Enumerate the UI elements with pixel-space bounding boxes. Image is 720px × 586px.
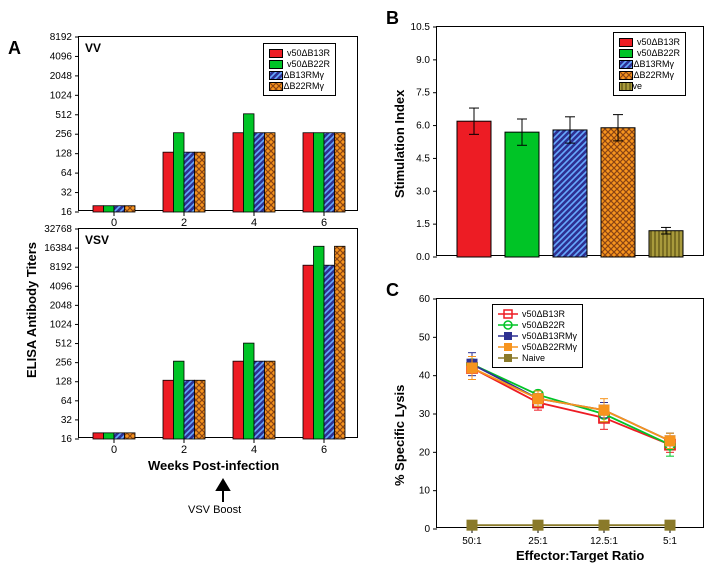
legend-label: Naive [522, 353, 545, 363]
svg-text:30: 30 [419, 409, 431, 420]
svg-text:256: 256 [55, 129, 72, 140]
legend-row: v50ΔB22RMγ [269, 81, 330, 91]
panel-c-legend: v50ΔB13R v50ΔB22R v50ΔB13RMγ v50ΔB22RMγ … [492, 304, 583, 368]
svg-text:6.0: 6.0 [416, 121, 430, 132]
vsv-chart: 1632641282565121024204840968192163843276… [79, 229, 359, 439]
legend-row: Naive [619, 81, 680, 91]
legend-marker [498, 309, 518, 319]
panel-a-label: A [8, 38, 21, 59]
legend-marker [498, 342, 518, 352]
legend-marker [498, 320, 518, 330]
svg-text:40: 40 [419, 371, 431, 382]
svg-text:4: 4 [251, 444, 257, 456]
legend-swatch [619, 60, 633, 69]
legend-row: v50ΔB13R [498, 309, 577, 319]
svg-text:4.5: 4.5 [416, 153, 430, 164]
legend-row: v50ΔB13R [619, 37, 680, 47]
svg-text:32: 32 [61, 188, 73, 199]
svg-text:1.5: 1.5 [416, 219, 430, 230]
svg-text:32768: 32768 [44, 224, 72, 235]
legend-swatch [269, 49, 283, 58]
legend-row: v50ΔB13R [269, 48, 330, 58]
legend-row: v50ΔB22RMγ [498, 342, 577, 352]
svg-text:0.0: 0.0 [416, 252, 430, 263]
svg-text:64: 64 [61, 396, 73, 407]
svg-text:9.0: 9.0 [416, 55, 430, 66]
panel-c-label: C [386, 280, 399, 301]
panel-b-legend: v50ΔB13R v50ΔB22R v50ΔB13RMγ v50ΔB22RMγ … [613, 32, 686, 96]
svg-text:1024: 1024 [50, 90, 73, 101]
panel-c-xlabel: Effector:Target Ratio [516, 548, 644, 563]
panel-a-xlabel: Weeks Post-infection [148, 458, 279, 473]
legend-row: v50ΔB13RMγ [498, 331, 577, 341]
svg-text:128: 128 [55, 377, 72, 388]
legend-row: v50ΔB13RMγ [269, 70, 330, 80]
figure-root: A ELISA Antibody Titers VV 1632641282565… [8, 8, 712, 578]
svg-text:64: 64 [61, 168, 73, 179]
panel-c-ylabel: % Specific Lysis [392, 385, 407, 486]
vsv-boost-arrow-icon [213, 480, 233, 502]
svg-text:16: 16 [61, 207, 73, 218]
svg-text:512: 512 [55, 110, 72, 121]
legend-label: v50ΔB13R [287, 48, 330, 58]
svg-text:10: 10 [419, 486, 431, 497]
legend-row: Naive [498, 353, 577, 363]
legend-swatch [619, 49, 633, 58]
svg-text:7.5: 7.5 [416, 88, 430, 99]
vsv-boost-text: VSV Boost [188, 504, 241, 516]
svg-text:256: 256 [55, 358, 72, 369]
legend-row: v50ΔB22R [619, 48, 680, 58]
svg-text:2: 2 [181, 444, 187, 456]
svg-text:8192: 8192 [50, 262, 73, 273]
legend-swatch [269, 71, 283, 80]
legend-swatch [619, 38, 633, 47]
svg-text:3.0: 3.0 [416, 186, 430, 197]
svg-text:2048: 2048 [50, 300, 73, 311]
svg-text:20: 20 [419, 447, 431, 458]
legend-swatch [619, 71, 633, 80]
svg-text:50: 50 [419, 332, 431, 343]
panel-b-label: B [386, 8, 399, 29]
panel-a-vsv: VSV 163264128256512102420484096819216384… [78, 228, 358, 438]
svg-text:12.5:1: 12.5:1 [590, 536, 618, 547]
svg-text:0: 0 [111, 444, 117, 456]
legend-label: v50ΔB13R [637, 37, 680, 47]
legend-label: v50ΔB22R [522, 320, 565, 330]
legend-label: v50ΔB13RMγ [522, 331, 577, 341]
svg-text:25:1: 25:1 [528, 536, 548, 547]
svg-text:1024: 1024 [50, 319, 73, 330]
legend-label: v50ΔB22R [287, 59, 330, 69]
legend-label: v50ΔB13R [522, 309, 565, 319]
legend-label: v50ΔB22RMγ [522, 342, 577, 352]
svg-text:4096: 4096 [50, 51, 73, 62]
svg-text:128: 128 [55, 149, 72, 160]
svg-text:60: 60 [419, 294, 431, 305]
legend-label: v50ΔB22R [637, 48, 680, 58]
svg-text:16: 16 [61, 434, 73, 445]
legend-marker [498, 353, 518, 363]
legend-swatch [269, 60, 283, 69]
svg-text:32: 32 [61, 415, 73, 426]
svg-text:2048: 2048 [50, 71, 73, 82]
svg-text:512: 512 [55, 339, 72, 350]
svg-text:0: 0 [424, 524, 430, 535]
legend-row: v50ΔB22RMγ [619, 70, 680, 80]
svg-text:4096: 4096 [50, 281, 73, 292]
panel-a-ylabel: ELISA Antibody Titers [24, 242, 39, 378]
legend-row: v50ΔB22R [269, 59, 330, 69]
legend-marker [498, 331, 518, 341]
svg-text:8192: 8192 [50, 32, 73, 43]
svg-text:6: 6 [321, 444, 327, 456]
legend-row: v50ΔB13RMγ [619, 59, 680, 69]
legend-swatch [269, 82, 283, 91]
panel-a-legend: v50ΔB13R v50ΔB22R v50ΔB13RMγ v50ΔB22RMγ [263, 43, 336, 96]
panel-b-ylabel: Stimulation Index [392, 90, 407, 198]
svg-text:50:1: 50:1 [462, 536, 482, 547]
svg-text:10.5: 10.5 [411, 22, 431, 33]
legend-swatch [619, 82, 633, 91]
svg-text:16384: 16384 [44, 243, 72, 254]
legend-row: v50ΔB22R [498, 320, 577, 330]
svg-text:5:1: 5:1 [663, 536, 677, 547]
